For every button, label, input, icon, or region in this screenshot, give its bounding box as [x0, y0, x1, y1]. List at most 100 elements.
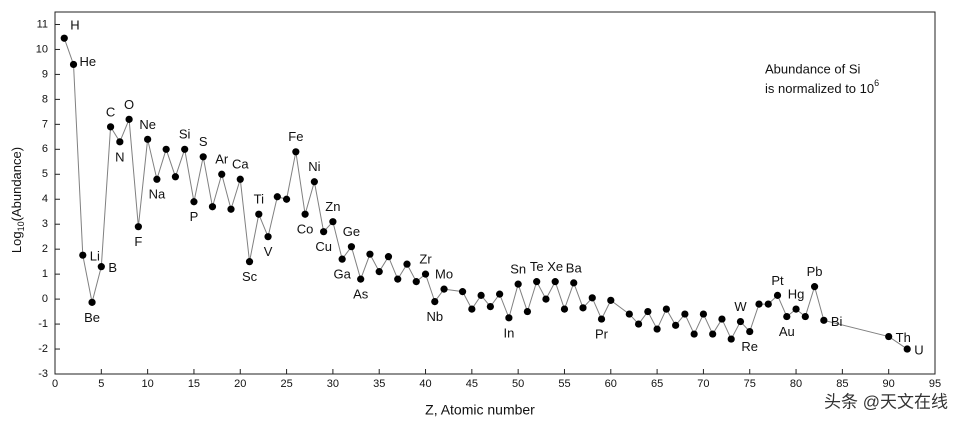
- point-label: Nb: [426, 309, 443, 324]
- x-tick-label: 10: [142, 378, 154, 390]
- y-tick-label: 8: [42, 93, 48, 105]
- y-label-part: (Abundance): [9, 147, 24, 221]
- x-tick-label: 40: [419, 378, 431, 390]
- data-point: [190, 198, 198, 206]
- data-point: [106, 123, 115, 131]
- point-label: Na: [149, 187, 166, 202]
- y-tick-label: -1: [38, 318, 48, 330]
- data-point: [227, 205, 235, 213]
- x-tick-label: 20: [234, 378, 246, 390]
- data-point: [773, 291, 782, 299]
- data-point: [245, 258, 254, 266]
- point-label: He: [80, 54, 97, 69]
- data-point: [181, 145, 189, 153]
- y-tick-label: 3: [42, 218, 48, 230]
- data-point: [60, 34, 68, 42]
- annotation: Abundance of Si: [765, 61, 861, 76]
- data-point: [134, 223, 142, 231]
- y-tick-label: -3: [38, 368, 48, 380]
- point-label: Th: [896, 330, 911, 345]
- data-point: [542, 295, 550, 303]
- x-tick-label: 55: [558, 378, 570, 390]
- annotation: is normalized to 106: [765, 78, 879, 96]
- y-tick-label: 11: [37, 18, 48, 30]
- annotation-sup: 6: [874, 78, 879, 88]
- x-tick-label: 0: [52, 378, 58, 390]
- data-point: [403, 260, 411, 268]
- data-point: [634, 320, 643, 328]
- point-label: Ba: [566, 260, 583, 275]
- data-point: [320, 228, 328, 236]
- point-label: P: [190, 209, 199, 224]
- data-point: [171, 173, 180, 181]
- point-label: Te: [530, 259, 544, 274]
- point-label: Zn: [325, 199, 340, 214]
- data-point: [533, 278, 541, 286]
- point-label: W: [734, 299, 747, 314]
- point-label: Li: [90, 249, 100, 264]
- watermark: 头条 @天文在线: [824, 392, 948, 411]
- data-point: [440, 285, 448, 293]
- data-point: [375, 268, 383, 276]
- point-label: H: [70, 18, 79, 33]
- data-point: [764, 300, 772, 308]
- x-tick-label: 25: [280, 378, 292, 390]
- data-point: [653, 325, 661, 333]
- x-tick-label: 70: [697, 378, 709, 390]
- data-point: [97, 263, 105, 271]
- point-label: Sc: [242, 269, 258, 284]
- point-label: As: [353, 287, 369, 302]
- y-tick-label: 6: [42, 143, 48, 155]
- point-label: Ca: [232, 157, 249, 172]
- x-tick-label: 30: [327, 378, 339, 390]
- y-tick-label: 7: [42, 118, 48, 130]
- data-point: [199, 153, 207, 161]
- data-point: [347, 243, 356, 251]
- data-point: [329, 218, 337, 226]
- point-label: Ar: [215, 152, 229, 167]
- data-point: [338, 255, 346, 263]
- x-tick-label: 50: [512, 378, 524, 390]
- data-point: [662, 305, 670, 313]
- y-tick-label: 4: [42, 193, 48, 205]
- data-point: [366, 250, 374, 258]
- x-tick-label: 95: [929, 378, 941, 390]
- data-point: [236, 175, 244, 183]
- point-label: B: [108, 260, 117, 275]
- y-tick-label: 0: [42, 293, 48, 305]
- data-point: [79, 251, 87, 259]
- point-label: Zr: [419, 252, 432, 267]
- y-label-sub: 10: [16, 221, 26, 231]
- point-label: Sn: [510, 262, 526, 277]
- data-point: [412, 278, 420, 286]
- point-label: Be: [84, 310, 100, 325]
- data-point: [699, 310, 708, 318]
- data-point: [736, 317, 745, 326]
- data-point: [644, 307, 652, 316]
- point-label: Bi: [831, 314, 843, 329]
- point-label: V: [264, 244, 273, 259]
- x-tick-label: 15: [188, 378, 200, 390]
- x-tick-label: 45: [466, 378, 478, 390]
- data-point: [273, 193, 281, 201]
- point-label: Ni: [308, 159, 320, 174]
- data-point: [458, 288, 467, 296]
- data-point: [125, 115, 133, 123]
- x-tick-label: 65: [651, 378, 663, 390]
- data-point: [523, 307, 532, 316]
- point-label: Pb: [807, 264, 823, 279]
- x-tick-label: 90: [883, 378, 895, 390]
- point-label: Co: [297, 222, 314, 237]
- point-label: Ga: [333, 267, 351, 282]
- point-label: F: [134, 234, 142, 249]
- plot-frame: [54, 11, 936, 375]
- point-label: U: [914, 342, 923, 357]
- point-label: Ti: [254, 192, 264, 207]
- data-point: [218, 170, 226, 178]
- data-point: [709, 330, 717, 338]
- point-label: Ne: [139, 117, 156, 132]
- x-axis-label: Z, Atomic number: [425, 402, 535, 418]
- point-label: O: [124, 97, 134, 112]
- x-tick-label: 75: [744, 378, 756, 390]
